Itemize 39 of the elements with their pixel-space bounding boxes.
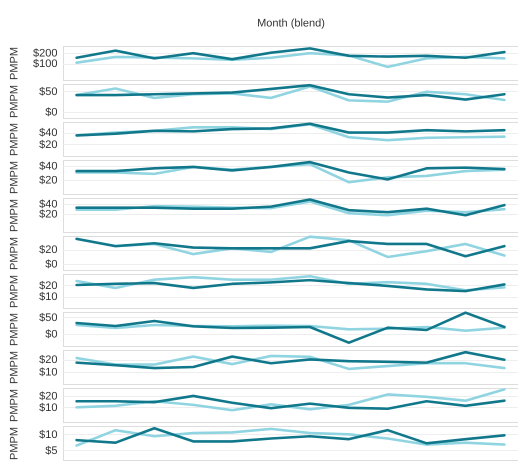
y-tick-label: $200 (33, 48, 58, 60)
y-axis-title: PMPM (8, 199, 20, 232)
y-tick-label: $20 (39, 354, 58, 366)
y-tick-label: $20 (39, 138, 58, 151)
y-tick-label: $20 (39, 244, 58, 256)
y-tick-label: $10 (39, 366, 58, 378)
y-axis-title: PMPM (8, 313, 20, 346)
y-axis-title: PMPM (8, 161, 20, 194)
y-axis-title: PMPM (8, 47, 20, 80)
y-tick-label: $20 (39, 390, 58, 402)
y-axis-title: PMPM (8, 389, 20, 422)
y-tick-label: $20 (39, 208, 58, 221)
y-tick-label: $40 (39, 160, 58, 173)
y-axis-title: PMPM (8, 123, 20, 156)
y-tick-label: $10 (39, 291, 58, 304)
y-axis-title: PMPM (8, 237, 20, 270)
line-series (75, 47, 506, 60)
y-tick-label: $20 (39, 174, 58, 187)
y-axis-title: PMPM (8, 275, 20, 308)
line-series (75, 122, 506, 137)
line-series (75, 311, 506, 344)
y-tick-label: $40 (39, 127, 58, 140)
y-tick-label: $50 (39, 312, 58, 324)
y-axis-title: PMPM (8, 351, 20, 384)
y-tick-label: $20 (39, 280, 58, 292)
y-tick-label: $10 (39, 428, 58, 441)
y-axis-title: PMPM (8, 427, 20, 460)
x-axis-title: Month (blend) (257, 18, 325, 30)
line-series (75, 394, 506, 410)
y-tick-label: $50 (39, 86, 58, 98)
y-axis-title: PMPM (8, 85, 20, 118)
y-tick-label: $0 (45, 258, 58, 271)
y-tick-label: $10 (39, 402, 58, 414)
line-series (75, 278, 506, 292)
y-tick-label: $0 (45, 328, 58, 340)
line-series (75, 350, 506, 370)
y-tick-label: $0 (45, 106, 58, 118)
y-tick-label: $100 (33, 58, 58, 70)
y-tick-label: $5 (45, 444, 58, 457)
